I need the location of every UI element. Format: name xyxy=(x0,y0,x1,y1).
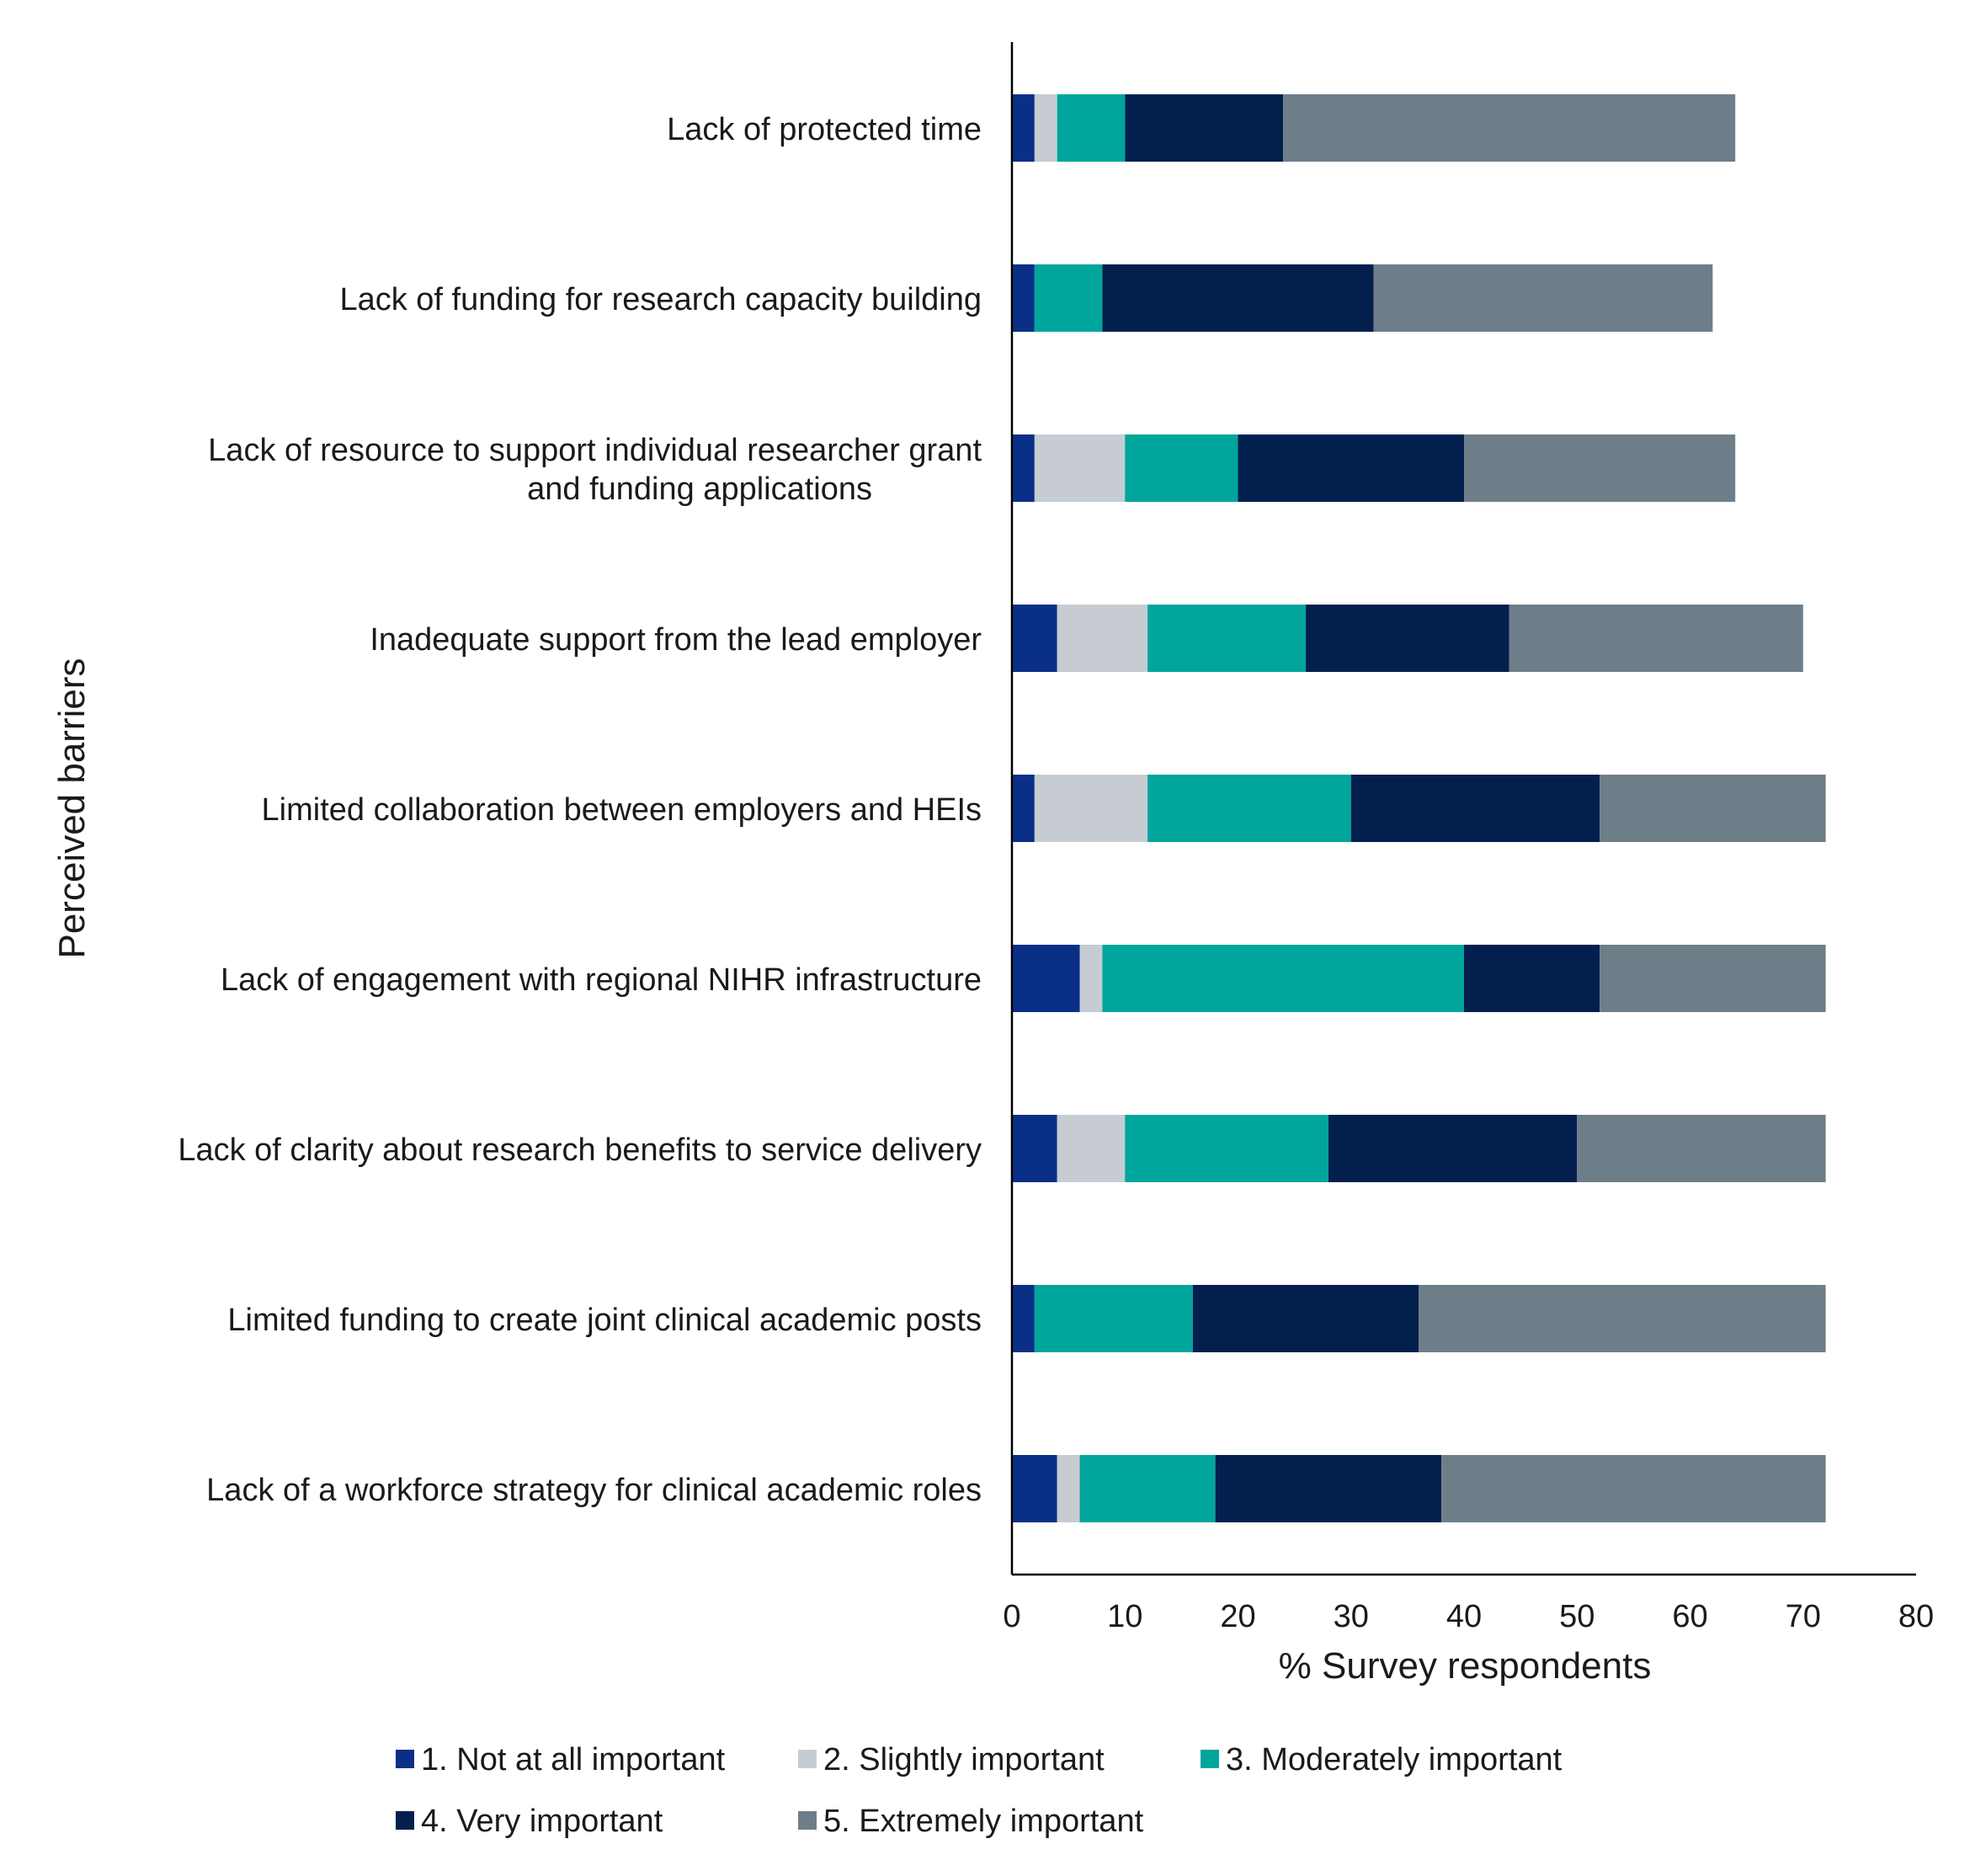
x-tick-label: 80 xyxy=(1898,1599,1934,1634)
bar-segment-9-series-4 xyxy=(1215,1455,1442,1522)
bar-segment-1-series-1 xyxy=(1012,94,1035,162)
x-tick-labels: 0 10 20 30 40 50 60 70 80 xyxy=(1003,1599,1934,1634)
category-label-line: Lack of engagement with regional NIHR in… xyxy=(221,962,982,998)
bar-segment-4-series-4 xyxy=(1306,605,1509,672)
category-label-4: Inadequate support from the lead employe… xyxy=(370,622,982,658)
x-tick-label: 20 xyxy=(1220,1599,1255,1634)
x-tick-label: 10 xyxy=(1107,1599,1142,1634)
y-axis-title: Perceived barriers xyxy=(51,658,93,958)
category-label-3: Lack of resource to support individual r… xyxy=(208,433,982,507)
x-tick-label: 50 xyxy=(1559,1599,1595,1634)
bar-segment-6-series-2 xyxy=(1079,945,1103,1012)
x-tick-label: 30 xyxy=(1334,1599,1369,1634)
category-label-line: Lack of a workforce strategy for clinica… xyxy=(206,1473,982,1508)
legend-label-2: 2. Slightly important xyxy=(823,1742,1105,1777)
category-label-2: Lack of funding for research capacity bu… xyxy=(339,282,982,317)
legend-label-3: 3. Moderately important xyxy=(1226,1742,1563,1777)
bar-segment-4-series-1 xyxy=(1012,605,1057,672)
category-label-line: Lack of funding for research capacity bu… xyxy=(339,282,982,317)
bar-segment-1-series-5 xyxy=(1283,94,1736,162)
legend-swatch-3 xyxy=(1201,1750,1219,1768)
category-label-7: Lack of clarity about research benefits … xyxy=(178,1133,982,1168)
x-tick-label: 60 xyxy=(1672,1599,1707,1634)
category-label-8: Limited funding to create joint clinical… xyxy=(227,1303,982,1338)
axes-layer xyxy=(1010,42,1916,1576)
bar-segment-6-series-1 xyxy=(1012,945,1080,1012)
bar-segment-8-series-1 xyxy=(1012,1285,1035,1352)
bar-segment-7-series-5 xyxy=(1577,1115,1826,1182)
bar-segment-6-series-4 xyxy=(1464,945,1600,1012)
category-label-line: Limited funding to create joint clinical… xyxy=(227,1303,982,1338)
bar-segment-6-series-3 xyxy=(1102,945,1464,1012)
bar-segment-8-series-4 xyxy=(1192,1285,1419,1352)
bar-segment-3-series-2 xyxy=(1034,434,1126,502)
category-label-line: and funding applications xyxy=(527,472,872,507)
legend-label-5: 5. Extremely important xyxy=(823,1804,1144,1839)
legend-swatch-5 xyxy=(798,1811,817,1830)
bar-segment-8-series-3 xyxy=(1034,1285,1193,1352)
bar-segment-3-series-4 xyxy=(1238,434,1464,502)
category-label-1: Lack of protected time xyxy=(667,112,982,147)
bar-segment-1-series-3 xyxy=(1057,94,1126,162)
bar-segment-1-series-4 xyxy=(1125,94,1284,162)
category-label-5: Limited collaboration between employers … xyxy=(262,792,982,828)
bar-segment-9-series-2 xyxy=(1057,1455,1080,1522)
bar-segment-2-series-3 xyxy=(1034,264,1103,332)
bar-segment-6-series-5 xyxy=(1600,945,1826,1012)
bars-layer xyxy=(1012,94,1826,1522)
bar-segment-5-series-2 xyxy=(1034,775,1148,842)
legend-swatch-2 xyxy=(798,1750,817,1768)
category-label-line: Lack of clarity about research benefits … xyxy=(178,1133,982,1168)
bar-segment-9-series-1 xyxy=(1012,1455,1057,1522)
bar-segment-7-series-4 xyxy=(1328,1115,1578,1182)
bar-segment-5-series-3 xyxy=(1147,775,1351,842)
legend-label-1: 1. Not at all important xyxy=(421,1742,726,1777)
bar-segment-9-series-5 xyxy=(1441,1455,1826,1522)
bar-segment-9-series-3 xyxy=(1079,1455,1216,1522)
bar-segment-4-series-2 xyxy=(1057,605,1148,672)
x-tick-label: 40 xyxy=(1446,1599,1482,1634)
bar-segment-7-series-3 xyxy=(1125,1115,1328,1182)
category-label-9: Lack of a workforce strategy for clinica… xyxy=(206,1473,982,1508)
bar-segment-2-series-4 xyxy=(1102,264,1374,332)
bar-segment-3-series-3 xyxy=(1125,434,1238,502)
x-axis-title: % Survey respondents xyxy=(1279,1645,1652,1687)
bar-segment-7-series-2 xyxy=(1057,1115,1126,1182)
legend-label-4: 4. Very important xyxy=(421,1804,663,1839)
bar-segment-2-series-1 xyxy=(1012,264,1035,332)
category-label-line: Inadequate support from the lead employe… xyxy=(370,622,982,658)
legend-swatch-4 xyxy=(396,1811,414,1830)
bar-segment-8-series-5 xyxy=(1419,1285,1826,1352)
bar-segment-5-series-1 xyxy=(1012,775,1035,842)
category-label-line: Lack of resource to support individual r… xyxy=(208,433,982,468)
category-label-line: Limited collaboration between employers … xyxy=(262,792,982,828)
x-tick-label: 70 xyxy=(1786,1599,1821,1634)
bar-segment-5-series-4 xyxy=(1350,775,1600,842)
bar-segment-2-series-5 xyxy=(1373,264,1713,332)
legend: 1. Not at all important 2. Slightly impor… xyxy=(396,1742,1563,1839)
bar-segment-3-series-1 xyxy=(1012,434,1035,502)
legend-swatch-1 xyxy=(396,1750,414,1768)
bar-segment-4-series-5 xyxy=(1509,605,1803,672)
bar-segment-7-series-1 xyxy=(1012,1115,1057,1182)
bar-segment-3-series-5 xyxy=(1464,434,1736,502)
bar-segment-5-series-5 xyxy=(1600,775,1826,842)
bar-segment-4-series-3 xyxy=(1147,605,1307,672)
bar-segment-1-series-2 xyxy=(1034,94,1057,162)
category-label-line: Lack of protected time xyxy=(667,112,982,147)
category-label-6: Lack of engagement with regional NIHR in… xyxy=(221,962,982,998)
category-labels: Lack of protected time Lack of funding fo… xyxy=(178,112,982,1508)
x-tick-label: 0 xyxy=(1003,1599,1020,1634)
